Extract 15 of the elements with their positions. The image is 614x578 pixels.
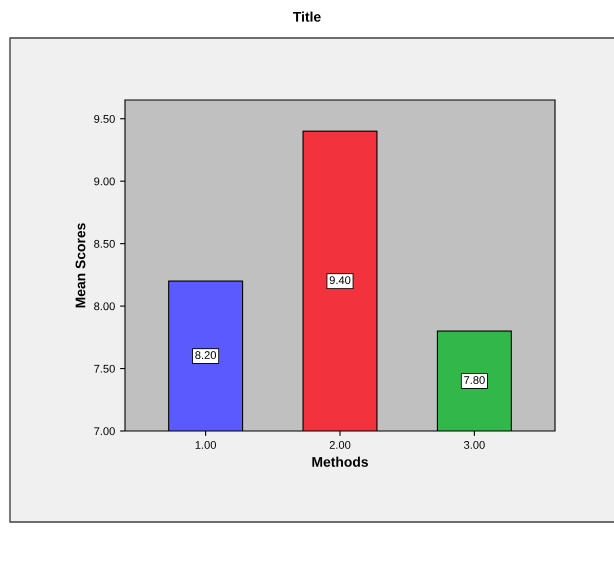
y-tick-label: 8.00 <box>94 302 115 310</box>
x-tick-label: 3.00 <box>464 441 485 449</box>
y-tick-label: 9.00 <box>94 177 115 186</box>
x-axis-title: Methods <box>312 456 368 467</box>
y-tick-label: 8.50 <box>94 240 115 248</box>
y-tick-label: 7.50 <box>94 364 115 373</box>
data-label: 9.40 <box>330 276 350 284</box>
chart-title: Title <box>293 12 321 22</box>
x-tick-label: 1.00 <box>196 441 216 449</box>
y-tick-label: 7.00 <box>94 427 115 436</box>
data-label: 8.20 <box>195 351 216 360</box>
x-tick-label: 2.00 <box>330 441 350 449</box>
y-axis-title: Mean Scores <box>76 223 86 308</box>
data-label: 7.80 <box>464 376 485 384</box>
y-tick-label: 9.50 <box>94 115 115 123</box>
